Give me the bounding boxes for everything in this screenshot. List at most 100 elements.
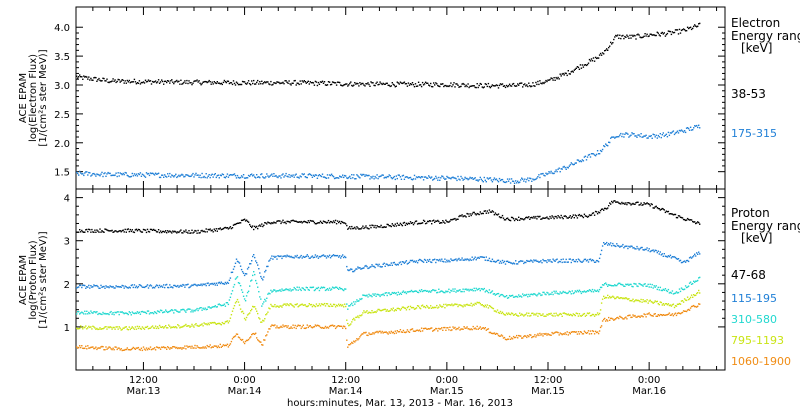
- data-point: [331, 286, 334, 288]
- data-point: [622, 284, 624, 286]
- data-point: [416, 305, 419, 307]
- data-point: [670, 292, 673, 294]
- data-point: [676, 29, 679, 31]
- data-point: [472, 303, 474, 306]
- data-point: [271, 255, 273, 257]
- data-point: [278, 306, 280, 308]
- data-point: [134, 174, 137, 177]
- data-point: [176, 176, 178, 179]
- data-point: [407, 330, 410, 333]
- data-point: [668, 312, 671, 314]
- data-point: [402, 82, 405, 84]
- data-point: [447, 304, 449, 306]
- data-point: [144, 79, 147, 81]
- data-point: [347, 322, 349, 325]
- data-point: [330, 288, 333, 290]
- data-point: [165, 230, 167, 232]
- data-point: [416, 329, 419, 331]
- proton-legend-ch4: 795-1193: [731, 334, 784, 347]
- data-point: [693, 221, 695, 223]
- data-point: [556, 258, 558, 260]
- data-point: [258, 291, 260, 293]
- data-point: [601, 284, 604, 286]
- data-point: [222, 322, 225, 325]
- data-point: [374, 84, 376, 87]
- data-point: [581, 314, 584, 316]
- data-point: [84, 310, 86, 312]
- data-point: [257, 286, 259, 288]
- data-point: [217, 303, 219, 306]
- data-point: [443, 177, 445, 179]
- data-point: [304, 221, 306, 223]
- data-point: [277, 255, 279, 257]
- data-point: [453, 82, 455, 84]
- data-point: [100, 173, 102, 175]
- data-point: [221, 282, 223, 285]
- data-point: [504, 338, 507, 341]
- data-point: [334, 306, 337, 308]
- data-point: [161, 285, 163, 287]
- data-point: [605, 207, 607, 210]
- data-point: [446, 220, 448, 223]
- data-point: [270, 257, 272, 260]
- data-point: [260, 83, 262, 85]
- data-point: [95, 231, 97, 233]
- data-point: [475, 214, 477, 216]
- data-point: [131, 347, 133, 350]
- data-point: [298, 221, 300, 223]
- data-point: [387, 333, 389, 335]
- data-point: [450, 178, 452, 180]
- data-point: [405, 176, 408, 178]
- data-point: [275, 255, 277, 258]
- data-point: [547, 314, 549, 316]
- data-point: [114, 311, 116, 314]
- data-point: [501, 311, 504, 313]
- data-point: [243, 81, 246, 83]
- data-point: [178, 325, 180, 327]
- data-point: [428, 307, 430, 309]
- data-point: [316, 84, 319, 87]
- data-point: [696, 280, 698, 282]
- data-point: [693, 294, 695, 296]
- data-point: [673, 213, 676, 216]
- data-point: [625, 202, 627, 204]
- data-point: [360, 268, 362, 270]
- data-point: [597, 57, 600, 59]
- data-point: [538, 312, 540, 315]
- data-point: [352, 342, 354, 344]
- data-point: [520, 179, 522, 181]
- data-point: [586, 331, 589, 334]
- data-point: [214, 305, 216, 307]
- data-point: [165, 309, 167, 311]
- data-point: [187, 308, 189, 310]
- data-point: [151, 172, 154, 174]
- data-point: [451, 85, 453, 88]
- data-point: [297, 221, 299, 223]
- data-point: [633, 203, 635, 205]
- data-point: [389, 293, 391, 296]
- data-point: [276, 290, 278, 292]
- data-point: [202, 325, 204, 327]
- data-point: [128, 311, 130, 313]
- data-point: [335, 177, 338, 179]
- data-point: [564, 166, 566, 169]
- data-point: [512, 314, 515, 316]
- data-point: [120, 80, 122, 82]
- data-point: [390, 330, 392, 333]
- data-point: [262, 225, 264, 228]
- data-point: [203, 230, 205, 232]
- data-point: [76, 287, 78, 289]
- data-point: [294, 220, 296, 222]
- data-point: [354, 319, 356, 321]
- data-point: [626, 245, 628, 247]
- data-point: [495, 260, 498, 263]
- data-point: [491, 210, 494, 212]
- data-point: [631, 300, 633, 302]
- data-point: [258, 340, 260, 342]
- data-point: [679, 32, 682, 34]
- data-point: [676, 292, 679, 294]
- data-point: [234, 335, 237, 337]
- data-point: [576, 66, 579, 68]
- data-point: [326, 303, 329, 305]
- data-point: [247, 338, 250, 341]
